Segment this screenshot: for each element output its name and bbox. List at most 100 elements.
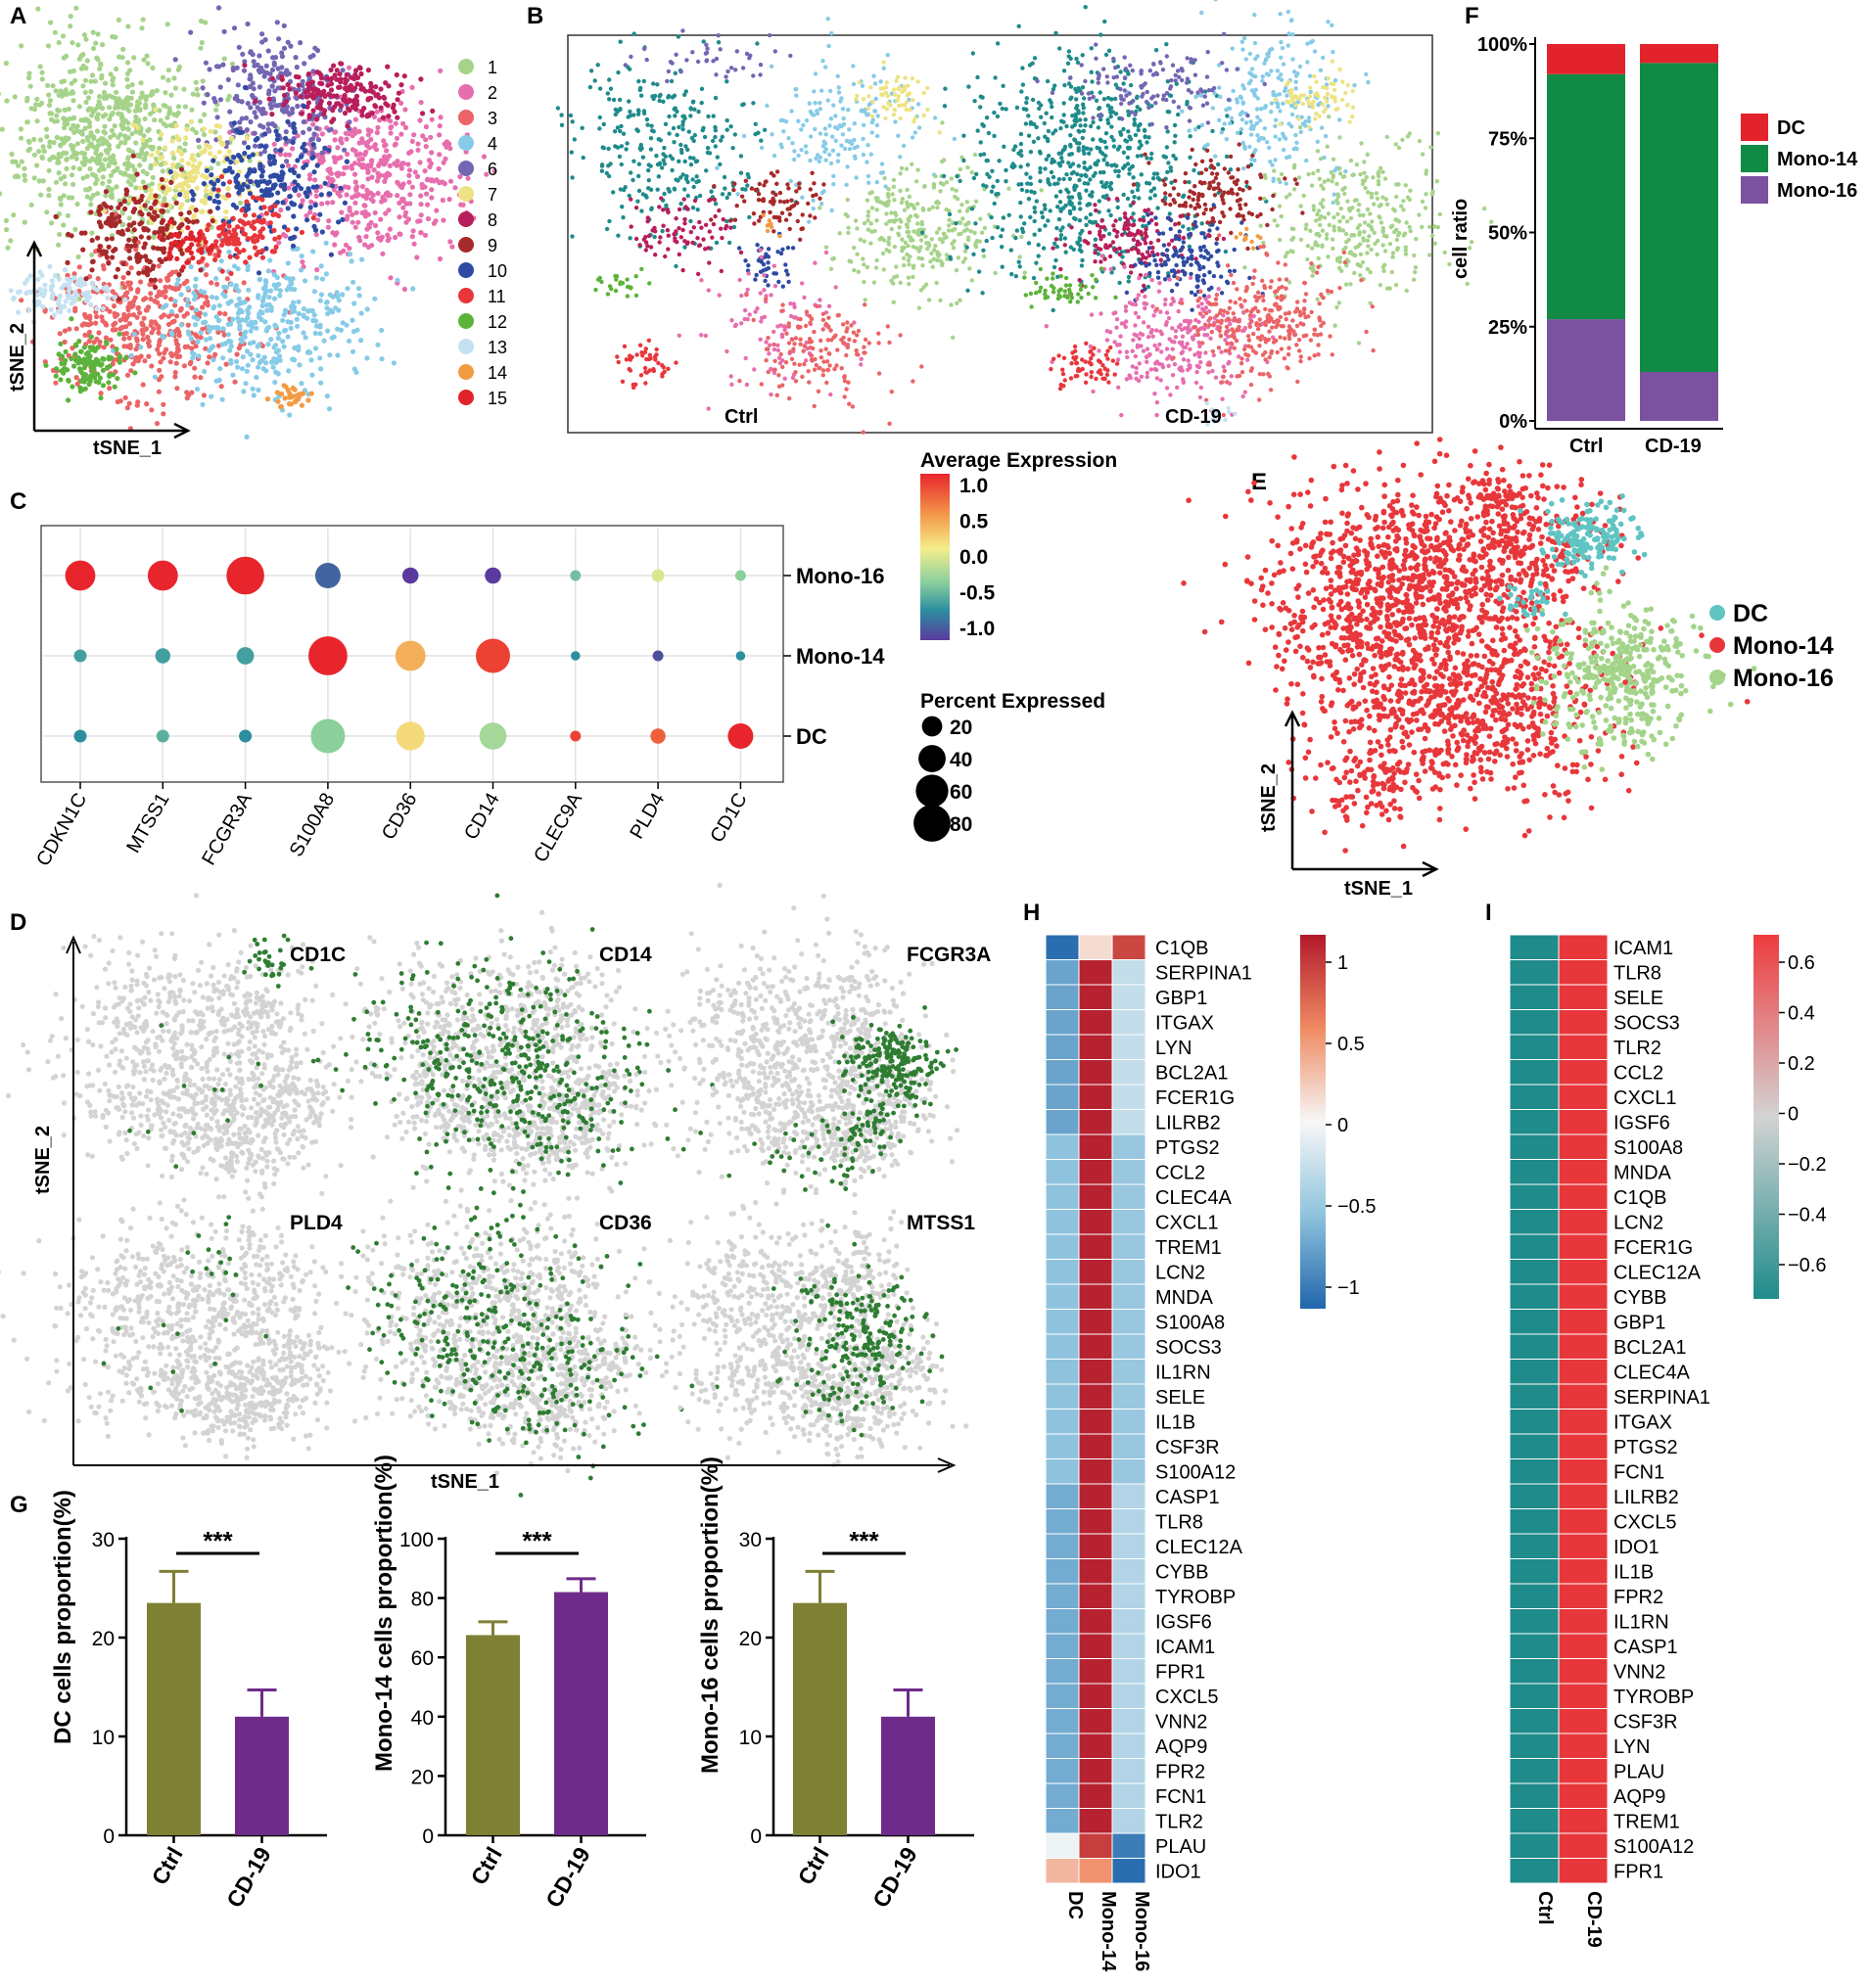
dot-DC-MTSS1 (156, 729, 169, 743)
i-row-SELE: SELE (1613, 988, 1663, 1009)
h-row-LCN2: LCN2 (1155, 1263, 1205, 1284)
b-cluster-c9 (1130, 142, 1305, 253)
h-cell-CLEC4A-Mono-16 (1111, 1183, 1146, 1210)
legend-label-8: 8 (488, 210, 497, 230)
expressing-cells (824, 1088, 903, 1153)
f-legend-swatch-DC (1741, 114, 1768, 141)
expressing-cells (775, 1337, 932, 1438)
size-label-60: 60 (950, 781, 972, 804)
dot-DC-CD14 (479, 722, 507, 750)
i-row-LILRB2: LILRB2 (1613, 1487, 1679, 1508)
legend-swatch-9 (458, 237, 474, 253)
h-cell-CXCL1-Mono-16 (1111, 1209, 1146, 1235)
i-cell-FPR1-CD-19 (1558, 1858, 1609, 1884)
g-ytick-30: 30 (92, 1529, 115, 1551)
legend-label-2: 2 (488, 83, 497, 103)
h-row-VNN2: VNN2 (1155, 1712, 1207, 1734)
legend-swatch-10 (458, 262, 474, 278)
i-cell-TREM1-Ctrl (1509, 1808, 1560, 1834)
i-cell-LYN-Ctrl (1509, 1733, 1560, 1759)
panel-letter-g: G (10, 1492, 28, 1518)
panel-letter-a: A (10, 3, 26, 29)
gene-label-CD1C: CD1C (706, 790, 751, 847)
h-col-Mono-14: Mono-14 (1098, 1891, 1119, 1972)
h-cell-FPR1-Mono-16 (1111, 1658, 1146, 1685)
f-legend-label-DC: DC (1777, 117, 1805, 139)
i-row-TREM1: TREM1 (1613, 1812, 1680, 1833)
b-cluster-c4 (715, 17, 957, 224)
i-row-FPR2: FPR2 (1613, 1587, 1663, 1608)
legend-label-6: 6 (488, 160, 497, 179)
i-row-CASP1: CASP1 (1613, 1637, 1678, 1658)
h-cell-MNDA-DC (1045, 1283, 1080, 1310)
i-cell-C1QB-Ctrl (1509, 1183, 1560, 1210)
f-ytick-50%: 50% (1488, 223, 1527, 245)
legend-label-13: 13 (488, 338, 507, 357)
cluster-c10 (167, 84, 350, 276)
dot-DC-CD1C (727, 723, 754, 749)
dot-DC-PLD4 (650, 728, 666, 744)
panel-f-x-tick-cd19: CD-19 (1645, 436, 1702, 457)
i-cell-VNN2-CD-19 (1558, 1658, 1609, 1685)
h-row-ICAM1: ICAM1 (1155, 1637, 1215, 1658)
h-cell-AQP9-DC (1045, 1733, 1080, 1759)
i-row-CLEC12A: CLEC12A (1613, 1263, 1702, 1284)
i-cell-IDO1-Ctrl (1509, 1533, 1560, 1559)
h-cell-C1QB-Mono-16 (1111, 934, 1146, 960)
cluster-c8 (242, 61, 436, 129)
dot-DC-CD36 (396, 721, 425, 751)
h-cell-FCER1G-DC (1045, 1084, 1080, 1110)
h-cell-TLR2-Mono-14 (1078, 1808, 1113, 1834)
h-cell-LCN2-DC (1045, 1259, 1080, 1285)
g-ytick-0: 0 (750, 1826, 762, 1848)
panel-g2-y-label: Mono-14 cells proportion(%) (371, 1455, 397, 1772)
h-cell-C1QB-DC (1045, 934, 1080, 960)
i-cell-CASP1-CD-19 (1558, 1633, 1609, 1659)
e-mono14 (1273, 568, 1751, 854)
e-legend-swatch-DC (1709, 605, 1725, 621)
i-cell-S100A8-Ctrl (1509, 1133, 1560, 1160)
h-row-SELE: SELE (1155, 1387, 1205, 1409)
h-cell-S100A12-Mono-14 (1078, 1458, 1113, 1485)
h-cell-CXCL5-Mono-14 (1078, 1683, 1113, 1709)
dot-DC-CLEC9A (570, 730, 582, 742)
e-dc (1497, 580, 1568, 618)
legend-swatch-7 (458, 186, 474, 202)
panel-a-cluster-points (0, 5, 497, 439)
h-cell-CASP1-Mono-14 (1078, 1483, 1113, 1509)
f-legend-swatch-Mono-16 (1741, 176, 1768, 204)
i-col-CD-19: CD-19 (1583, 1891, 1605, 1948)
b-cluster-c8 (629, 196, 744, 277)
h-row-TLR2: TLR2 (1155, 1812, 1203, 1833)
panel-g-bar-charts: DC cells proportion(%) Mono-14 cells pro… (50, 1455, 974, 1912)
g-ytick-40: 40 (411, 1707, 434, 1730)
g-xtick-Ctrl: Ctrl (466, 1843, 507, 1889)
h-row-ITGAX: ITGAX (1155, 1013, 1214, 1035)
h-cell-IL1RN-Mono-14 (1078, 1359, 1113, 1385)
h-col-DC: DC (1064, 1891, 1086, 1919)
i-cbar-tick-0: 0.6 (1788, 952, 1815, 974)
panel-h-colorbar (1300, 935, 1326, 1309)
h-row-PTGS2: PTGS2 (1155, 1137, 1220, 1159)
i-cell-ICAM1-CD-19 (1558, 934, 1609, 960)
panel-c-gene-labels: CDKN1C MTSS1 FCGR3A S100A8 CD36 CD14 CLEC9A PLD… (32, 782, 752, 870)
h-cell-ITGAX-Mono-14 (1078, 1009, 1113, 1036)
panel-f-legend: DC Mono-14 Mono-16 (1741, 114, 1858, 204)
gene-label-FCGR3A: FCGR3A (198, 789, 257, 869)
h-cell-IL1B-DC (1045, 1409, 1080, 1435)
expressing-cells (830, 1005, 958, 1123)
dot-Mono-14-CD36 (395, 640, 426, 671)
panel-letter-h: H (1023, 900, 1040, 926)
panel-c-colorbar-ticks: 1.0 0.5 0.0 -0.5 -1.0 (959, 475, 996, 640)
f-bar-CD-19-Mono-14 (1640, 63, 1718, 373)
i-cell-ITGAX-Ctrl (1509, 1409, 1560, 1435)
i-cell-MNDA-Ctrl (1509, 1159, 1560, 1185)
h-cell-CSF3R-DC (1045, 1433, 1080, 1459)
panel-f-stacked-bar: 100% 75% 50% 25% 0% cell ratio Ctrl CD-19 DC… (1450, 34, 1858, 457)
h-cell-BCL2A1-Mono-14 (1078, 1059, 1113, 1086)
h-cell-VNN2-Mono-14 (1078, 1708, 1113, 1734)
h-row-TLR8: TLR8 (1155, 1512, 1203, 1534)
i-cell-FPR1-Ctrl (1509, 1858, 1560, 1884)
b-cluster-c14 (761, 212, 782, 239)
